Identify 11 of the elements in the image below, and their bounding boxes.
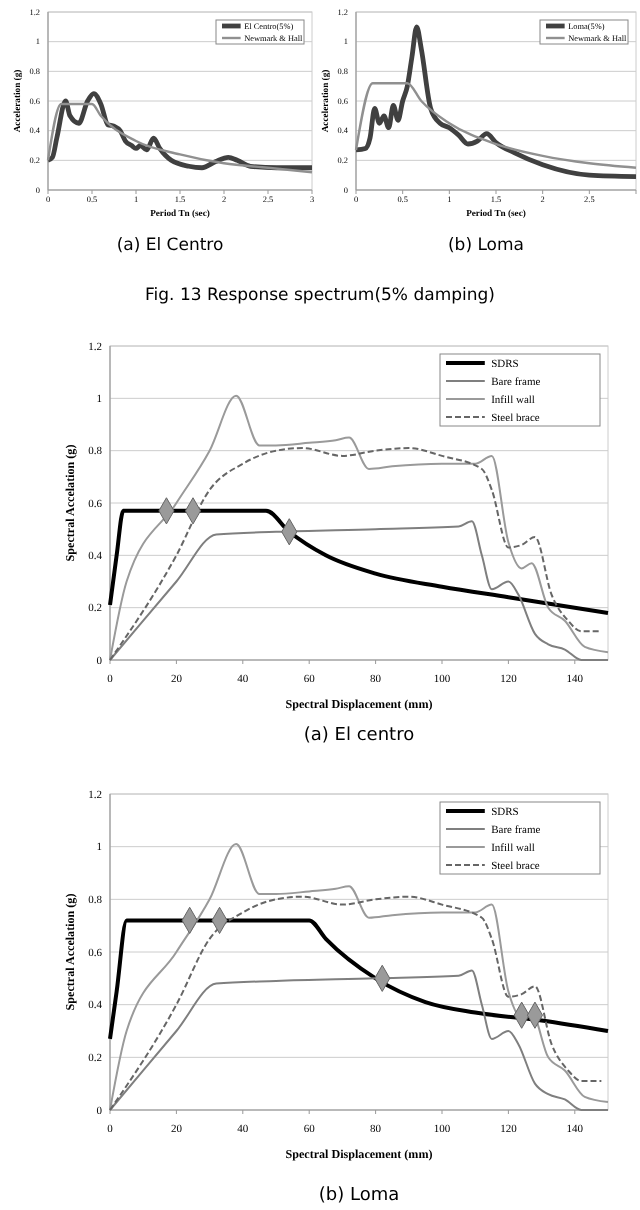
- caption: Fig. 13 Response spectrum(5% damping): [145, 286, 495, 306]
- line-series: [45, 91, 315, 171]
- text: (b) Loma: [447, 236, 525, 256]
- line-series: [108, 508, 610, 615]
- line-series: [109, 447, 603, 661]
- line-series: [108, 918, 610, 1041]
- text: (a) El Centro: [116, 236, 224, 256]
- line-series: [109, 895, 603, 1111]
- line-series: [353, 24, 639, 180]
- text: (a) El centro: [303, 726, 416, 746]
- text: (b) Loma: [318, 1186, 400, 1206]
